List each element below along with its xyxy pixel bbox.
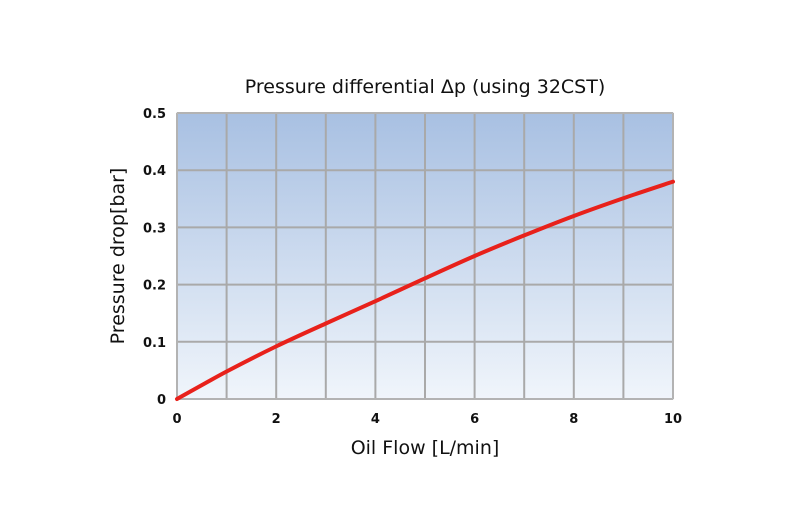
series-layer (175, 179, 675, 401)
x-tick-label: 0 (172, 412, 181, 427)
y-tick-label: 0.1 (143, 336, 166, 351)
x-tick-label: 2 (272, 412, 281, 427)
y-tick-labels: 0 0.1 0.2 0.3 0.4 0.5 (143, 107, 166, 408)
plot-frame (176, 112, 674, 400)
x-tick-label: 6 (470, 412, 479, 427)
y-tick-label: 0.3 (143, 221, 166, 236)
x-axis-label: Oil Flow [L/min] (351, 437, 500, 459)
y-tick-label: 0.2 (143, 279, 166, 294)
x-tick-label: 4 (371, 412, 380, 427)
y-tick-label: 0.4 (143, 164, 166, 179)
x-tick-label: 10 (664, 412, 682, 427)
y-tick-label: 0.5 (143, 107, 166, 122)
y-axis-label: Pressure drop[bar] (107, 168, 129, 345)
x-tick-labels: 0 2 4 6 8 10 (172, 412, 682, 427)
chart-title: Pressure differential Δp (using 32CST) (245, 76, 606, 98)
x-tick-label: 8 (569, 412, 578, 427)
y-tick-label: 0 (157, 393, 166, 408)
pressure-drop-line (175, 179, 675, 401)
